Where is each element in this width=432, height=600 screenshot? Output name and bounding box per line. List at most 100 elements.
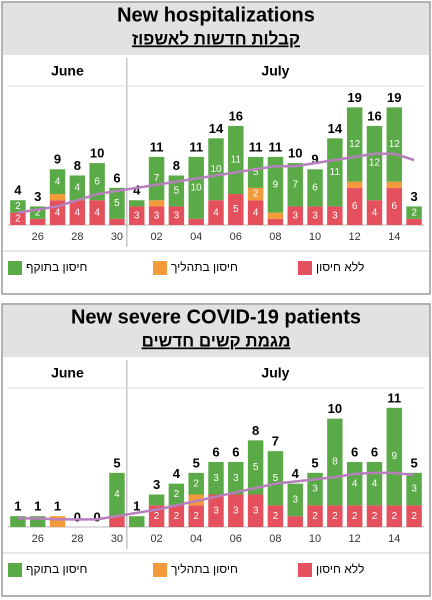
total-label: 5 xyxy=(311,455,318,470)
trend-line xyxy=(17,152,415,214)
segment-label: 4 xyxy=(94,207,100,218)
bar-segment xyxy=(168,483,185,506)
segment-label: 2 xyxy=(193,511,199,522)
bar-segment xyxy=(148,156,165,201)
segment-label: 3 xyxy=(411,484,417,495)
bar-segment xyxy=(69,175,86,201)
segment-label: 2 xyxy=(35,207,41,218)
bar-segment xyxy=(346,181,363,188)
legend-swatch xyxy=(153,261,167,275)
segment-label: 3 xyxy=(332,210,338,221)
x-tick-label: 30 xyxy=(111,231,123,243)
month-label: July xyxy=(261,365,289,381)
total-label: 14 xyxy=(209,121,224,136)
total-label: 4 xyxy=(133,183,141,198)
total-label: 11 xyxy=(189,139,203,154)
x-tick-label: 04 xyxy=(190,231,202,243)
header xyxy=(3,305,429,357)
bar-segment xyxy=(10,516,26,527)
segment-label: 5 xyxy=(114,198,120,209)
bar-segment xyxy=(346,187,363,225)
bar-segment xyxy=(386,181,403,188)
legend-label: חיסון בתהליך xyxy=(171,260,238,274)
x-tick-label: 28 xyxy=(71,231,83,243)
bar-segment xyxy=(247,156,264,188)
segment-label: 12 xyxy=(369,158,381,169)
bar-segment xyxy=(49,194,66,201)
total-label: 6 xyxy=(371,444,378,459)
bar-segment xyxy=(327,418,343,506)
segment-label: 2 xyxy=(154,511,160,522)
total-label: 5 xyxy=(410,455,417,470)
x-tick-label: 08 xyxy=(269,231,281,243)
total-label: 1 xyxy=(133,499,140,514)
total-label: 5 xyxy=(193,455,200,470)
segment-label: 3 xyxy=(233,473,239,484)
x-tick-label: 06 xyxy=(230,533,242,545)
segment-label: 5 xyxy=(233,204,239,215)
bar-segment xyxy=(327,138,343,207)
segment-label: 10 xyxy=(191,182,203,193)
x-tick-label: 26 xyxy=(32,533,44,545)
segment-label: 12 xyxy=(349,139,361,150)
segment-label: 4 xyxy=(75,182,81,193)
segment-label: 4 xyxy=(55,176,61,187)
bar-segment xyxy=(129,200,145,207)
segment-label: 3 xyxy=(134,210,140,221)
segment-label: 5 xyxy=(253,167,259,178)
bar-segment xyxy=(188,156,204,219)
bar-segment xyxy=(188,218,204,225)
month-label: June xyxy=(51,63,84,79)
segment-label: 11 xyxy=(231,155,242,166)
total-label: 8 xyxy=(173,158,180,173)
chart-subtitle: קבלות חדשות לאשפוז xyxy=(132,29,300,48)
bar-segment xyxy=(29,516,46,527)
bar-segment xyxy=(228,194,244,225)
total-label: 11 xyxy=(150,139,164,154)
total-label: 4 xyxy=(173,466,181,481)
bar-segment xyxy=(287,483,303,517)
bar-segment xyxy=(208,494,224,527)
legend-swatch xyxy=(298,261,312,275)
bar-segment xyxy=(287,163,303,207)
total-label: 11 xyxy=(249,139,263,154)
total-label: 1 xyxy=(14,499,21,514)
bar-segment xyxy=(208,462,224,495)
segment-label: 4 xyxy=(75,207,81,218)
bar-segment xyxy=(129,516,145,527)
bar-segment xyxy=(386,187,403,225)
bar-segment xyxy=(49,516,66,527)
total-label: 4 xyxy=(292,466,300,481)
segment-label: 2 xyxy=(174,511,180,522)
x-tick-label: 10 xyxy=(309,231,321,243)
total-label: 3 xyxy=(153,477,160,492)
segment-label: 7 xyxy=(154,173,160,184)
bar-segment xyxy=(386,407,403,506)
bar-segment xyxy=(228,462,244,495)
chart-title: New hospitalizations xyxy=(117,4,315,26)
total-label: 14 xyxy=(328,121,343,136)
total-label: 8 xyxy=(74,158,81,173)
total-label: 9 xyxy=(54,152,61,167)
legend-label: חיסון בתוקף xyxy=(26,562,87,576)
total-label: 8 xyxy=(252,423,259,438)
bar-segment xyxy=(148,206,165,225)
bar-segment xyxy=(148,494,165,506)
segment-label: 2 xyxy=(352,511,358,522)
segment-label: 2 xyxy=(312,511,318,522)
total-label: 19 xyxy=(347,90,361,105)
segment-label: 2 xyxy=(332,511,338,522)
x-tick-label: 14 xyxy=(388,231,400,243)
bar-segment xyxy=(267,156,284,213)
bar-segment xyxy=(89,200,105,225)
x-tick-label: 04 xyxy=(190,533,202,545)
bar-segment xyxy=(406,505,422,527)
bar-segment xyxy=(188,472,204,495)
legend-label: חיסון בתהליך xyxy=(171,562,238,576)
segment-label: 4 xyxy=(372,207,378,218)
x-tick-label: 06 xyxy=(230,231,242,243)
total-label: 7 xyxy=(272,434,279,449)
total-label: 0 xyxy=(94,509,101,524)
total-label: 11 xyxy=(387,390,401,405)
